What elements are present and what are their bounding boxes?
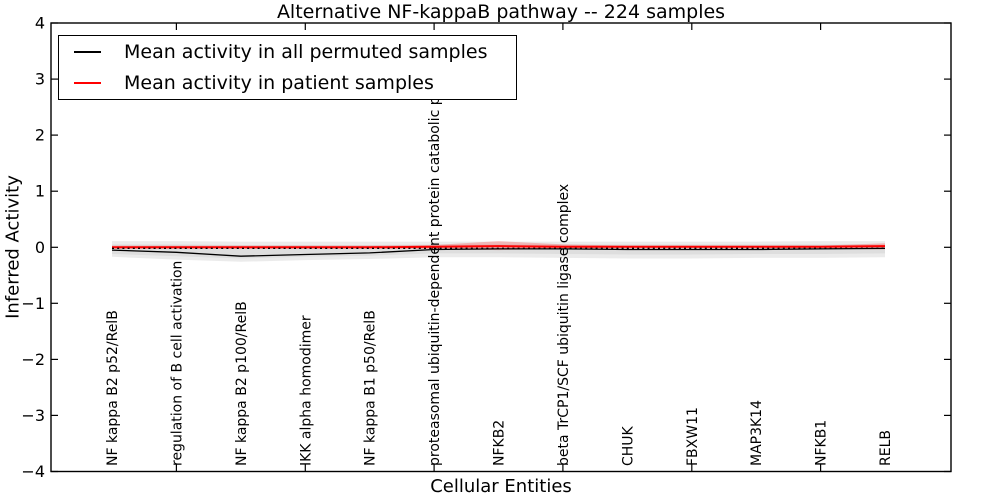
y-axis-label: Inferred Activity [2,175,24,319]
x-tick-label: CHUK [620,425,636,466]
x-axis-ticks [175,23,822,472]
y-tick-label: −1 [21,294,45,313]
x-tick-label: FBXW11 [685,407,701,466]
chart-title: Alternative NF-kappaB pathway -- 224 sam… [276,1,726,23]
legend-line-swatch-permuted [74,51,101,54]
x-tick-label: NFKB2 [492,420,508,466]
y-tick-label: 0 [35,238,45,257]
x-tick-labels: NF kappa B2 p52/RelB regulation of B cell… [105,90,894,466]
x-tick-label: NFKB1 [814,420,830,466]
y-tick-labels: 4 3 2 1 0 −1 −2 −3 −4 [21,14,45,482]
y-tick-label: 3 [35,70,45,89]
y-tick-label: −2 [21,350,45,369]
y-tick-label: 4 [35,14,45,33]
y-tick-label: −3 [21,406,45,425]
x-tick-label: IKK alpha homodimer [298,315,314,466]
x-tick-label: regulation of B cell activation [169,261,185,466]
x-tick-label: NF kappa B1 p50/RelB [363,310,379,466]
legend-entry-permuted: Mean activity in all permuted samples [59,38,516,67]
x-axis-label: Cellular Entities [430,476,572,497]
legend-line-swatch-patient [74,81,101,84]
x-tick-label: NF kappa B2 p100/RelB [234,301,250,466]
x-tick-label: RELB [878,430,894,466]
x-tick-label: proteasomal ubiquitin-dependent protein … [427,90,443,466]
legend-label-permuted: Mean activity in all permuted samples [124,41,488,64]
patient-mean-line [112,245,886,249]
x-tick-label: MAP3K14 [749,400,765,466]
x-tick-label: NF kappa B2 p52/RelB [105,310,121,466]
x-tick-label: beta TrCP1/SCF ubiquitin ligase complex [556,184,572,466]
legend-entry-patient: Mean activity in patient samples [59,68,516,97]
legend-label-patient: Mean activity in patient samples [124,71,434,94]
y-tick-label: −4 [21,462,45,481]
y-tick-label: 2 [35,126,45,145]
y-axis-ticks [51,22,951,473]
y-tick-label: 1 [35,182,45,201]
legend-box: Mean activity in all permuted samples Me… [58,35,517,100]
